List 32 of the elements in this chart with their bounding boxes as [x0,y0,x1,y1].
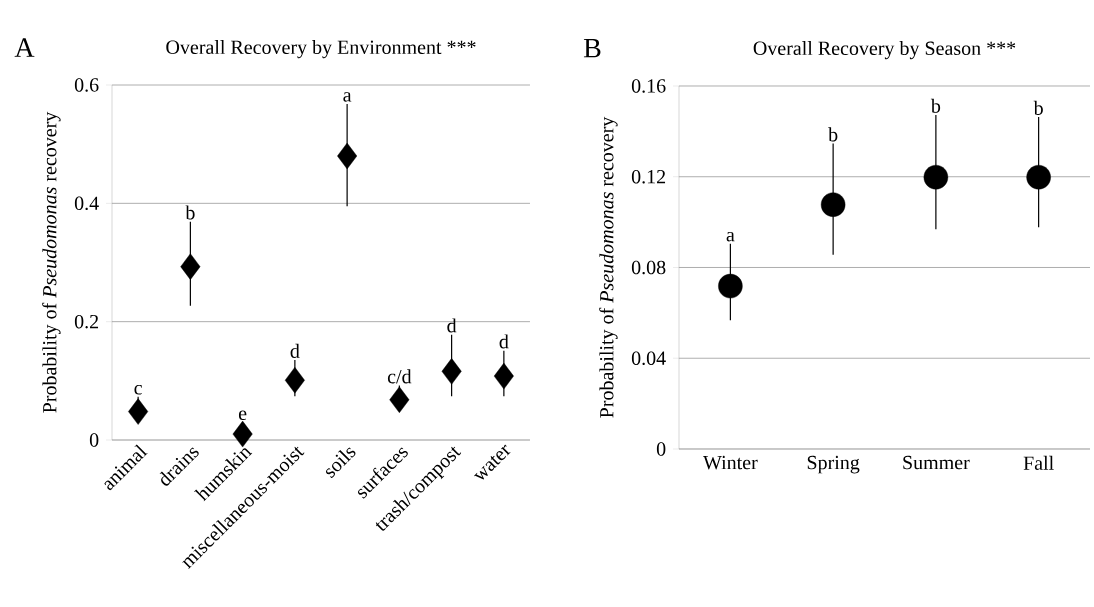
y-tick-label: 0.6 [74,78,99,92]
annotation: a [726,231,735,242]
text: A [14,38,35,57]
chart-title: Overall Recovery by Environment *** [166,39,476,59]
annotation: c/d [387,369,412,384]
x-tick-label: soils [325,447,356,479]
y-tick-label: 0 [656,442,666,456]
annotation: b [1033,100,1043,115]
annotation: c [134,384,142,395]
annotation: e [238,410,247,421]
x-tick-label: Spring [807,455,860,474]
y-tick-label: 0.12 [631,169,666,184]
annotation: b [828,127,838,142]
y-tick-label: 0 [89,433,99,447]
y-tick-label: 0.04 [631,351,666,366]
y-axis-title: Probability of Pseudomonas recovery [42,111,61,413]
x-tick-label: Fall [1023,455,1054,470]
chart-title: Overall Recovery by Season *** [753,40,1016,60]
annotation: d [290,343,300,358]
text: B [583,38,601,58]
y-tick-label: 0.4 [74,196,99,211]
x-tick-label: Winter [703,455,758,470]
y-tick-label: 0.08 [631,260,666,275]
annotation: d [447,318,457,333]
y-tick-label: 0.2 [74,314,99,329]
annotation: b [930,98,941,113]
annotation: b [185,205,195,220]
annotation: d [499,334,509,349]
y-tick-label: 0.16 [631,79,666,93]
y-axis-title: Probability of Pseudomonas recovery [599,116,618,418]
annotation: a [343,92,352,102]
x-tick-label: Summer [903,455,970,470]
